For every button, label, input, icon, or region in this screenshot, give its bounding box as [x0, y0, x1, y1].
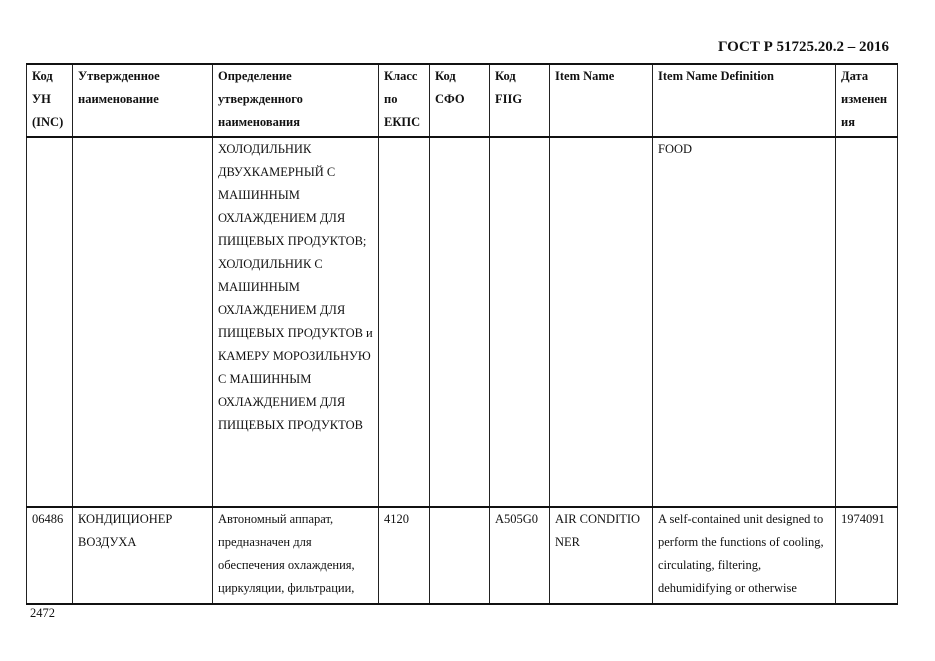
- col-item-name: Item Name: [549, 63, 653, 138]
- cell-text: 1974091: [841, 512, 885, 526]
- cell: FOOD: [652, 136, 836, 508]
- cell: Автономный аппарат, предназначен для обе…: [212, 506, 379, 605]
- table-header: Код УН (INC) Утвержденное наименование О…: [26, 63, 898, 138]
- col-date: Дата изменен ия: [835, 63, 898, 138]
- col-ekps-class: Класс по ЕКПС: [378, 63, 430, 138]
- table-row: 06486 КОНДИЦИОНЕР ВОЗДУХА Автономный апп…: [26, 506, 898, 605]
- cell: A505G0: [489, 506, 550, 605]
- cell-text: A505G0: [495, 512, 539, 526]
- col-sfo: Код СФО: [429, 63, 490, 138]
- cell-text: КОНДИЦИОНЕР ВОЗДУХА: [78, 512, 173, 549]
- cell-text: 4120: [384, 512, 409, 526]
- cell-text: AIR CONDITIONER: [555, 512, 641, 549]
- cell: AIR CONDITIONER: [549, 506, 653, 605]
- cell: [489, 136, 550, 508]
- cell: КОНДИЦИОНЕР ВОЗДУХА: [72, 506, 213, 605]
- cell: 06486: [26, 506, 73, 605]
- cell: [378, 136, 430, 508]
- col-inc: Код УН (INC): [26, 63, 73, 138]
- col-definition: Определение утвержденного наименования: [212, 63, 379, 138]
- col-fiig: Код FIIG: [489, 63, 550, 138]
- cell: 1974091: [835, 506, 898, 605]
- cell: [429, 136, 490, 508]
- cell: A self-contained unit designed to perfor…: [652, 506, 836, 605]
- cell: [72, 136, 213, 508]
- items-table: Код УН (INC) Утвержденное наименование О…: [26, 63, 898, 605]
- cell: ХОЛОДИЛЬНИК ДВУХКАМЕРНЫЙ С МАШИННЫМ ОХЛА…: [212, 136, 379, 508]
- standard-number: ГОСТ Р 51725.20.2 – 2016: [717, 39, 889, 55]
- page-number: 2472: [30, 606, 55, 620]
- cell-text: A self-contained unit designed to perfor…: [658, 512, 824, 595]
- cell-text: [435, 509, 484, 600]
- cell: [429, 506, 490, 605]
- cell: [549, 136, 653, 508]
- cell-text: Автономный аппарат, предназначен для обе…: [218, 512, 355, 595]
- cell: [835, 136, 898, 508]
- cell-text: 06486: [32, 512, 64, 526]
- cell: 4120: [378, 506, 430, 605]
- table-row: ХОЛОДИЛЬНИК ДВУХКАМЕРНЫЙ С МАШИННЫМ ОХЛА…: [26, 136, 898, 508]
- cell: [26, 136, 73, 508]
- col-item-definition: Item Name Definition: [652, 63, 836, 138]
- col-approved-name: Утвержденное наименование: [72, 63, 213, 138]
